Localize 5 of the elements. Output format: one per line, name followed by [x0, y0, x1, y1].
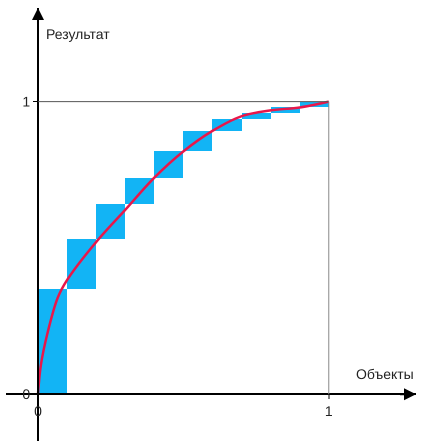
- bar: [96, 204, 125, 239]
- x-axis-title: Объекты: [356, 366, 414, 382]
- line-series: [36, 100, 330, 396]
- y-axis-title: Результат: [46, 26, 110, 42]
- bar: [67, 239, 96, 289]
